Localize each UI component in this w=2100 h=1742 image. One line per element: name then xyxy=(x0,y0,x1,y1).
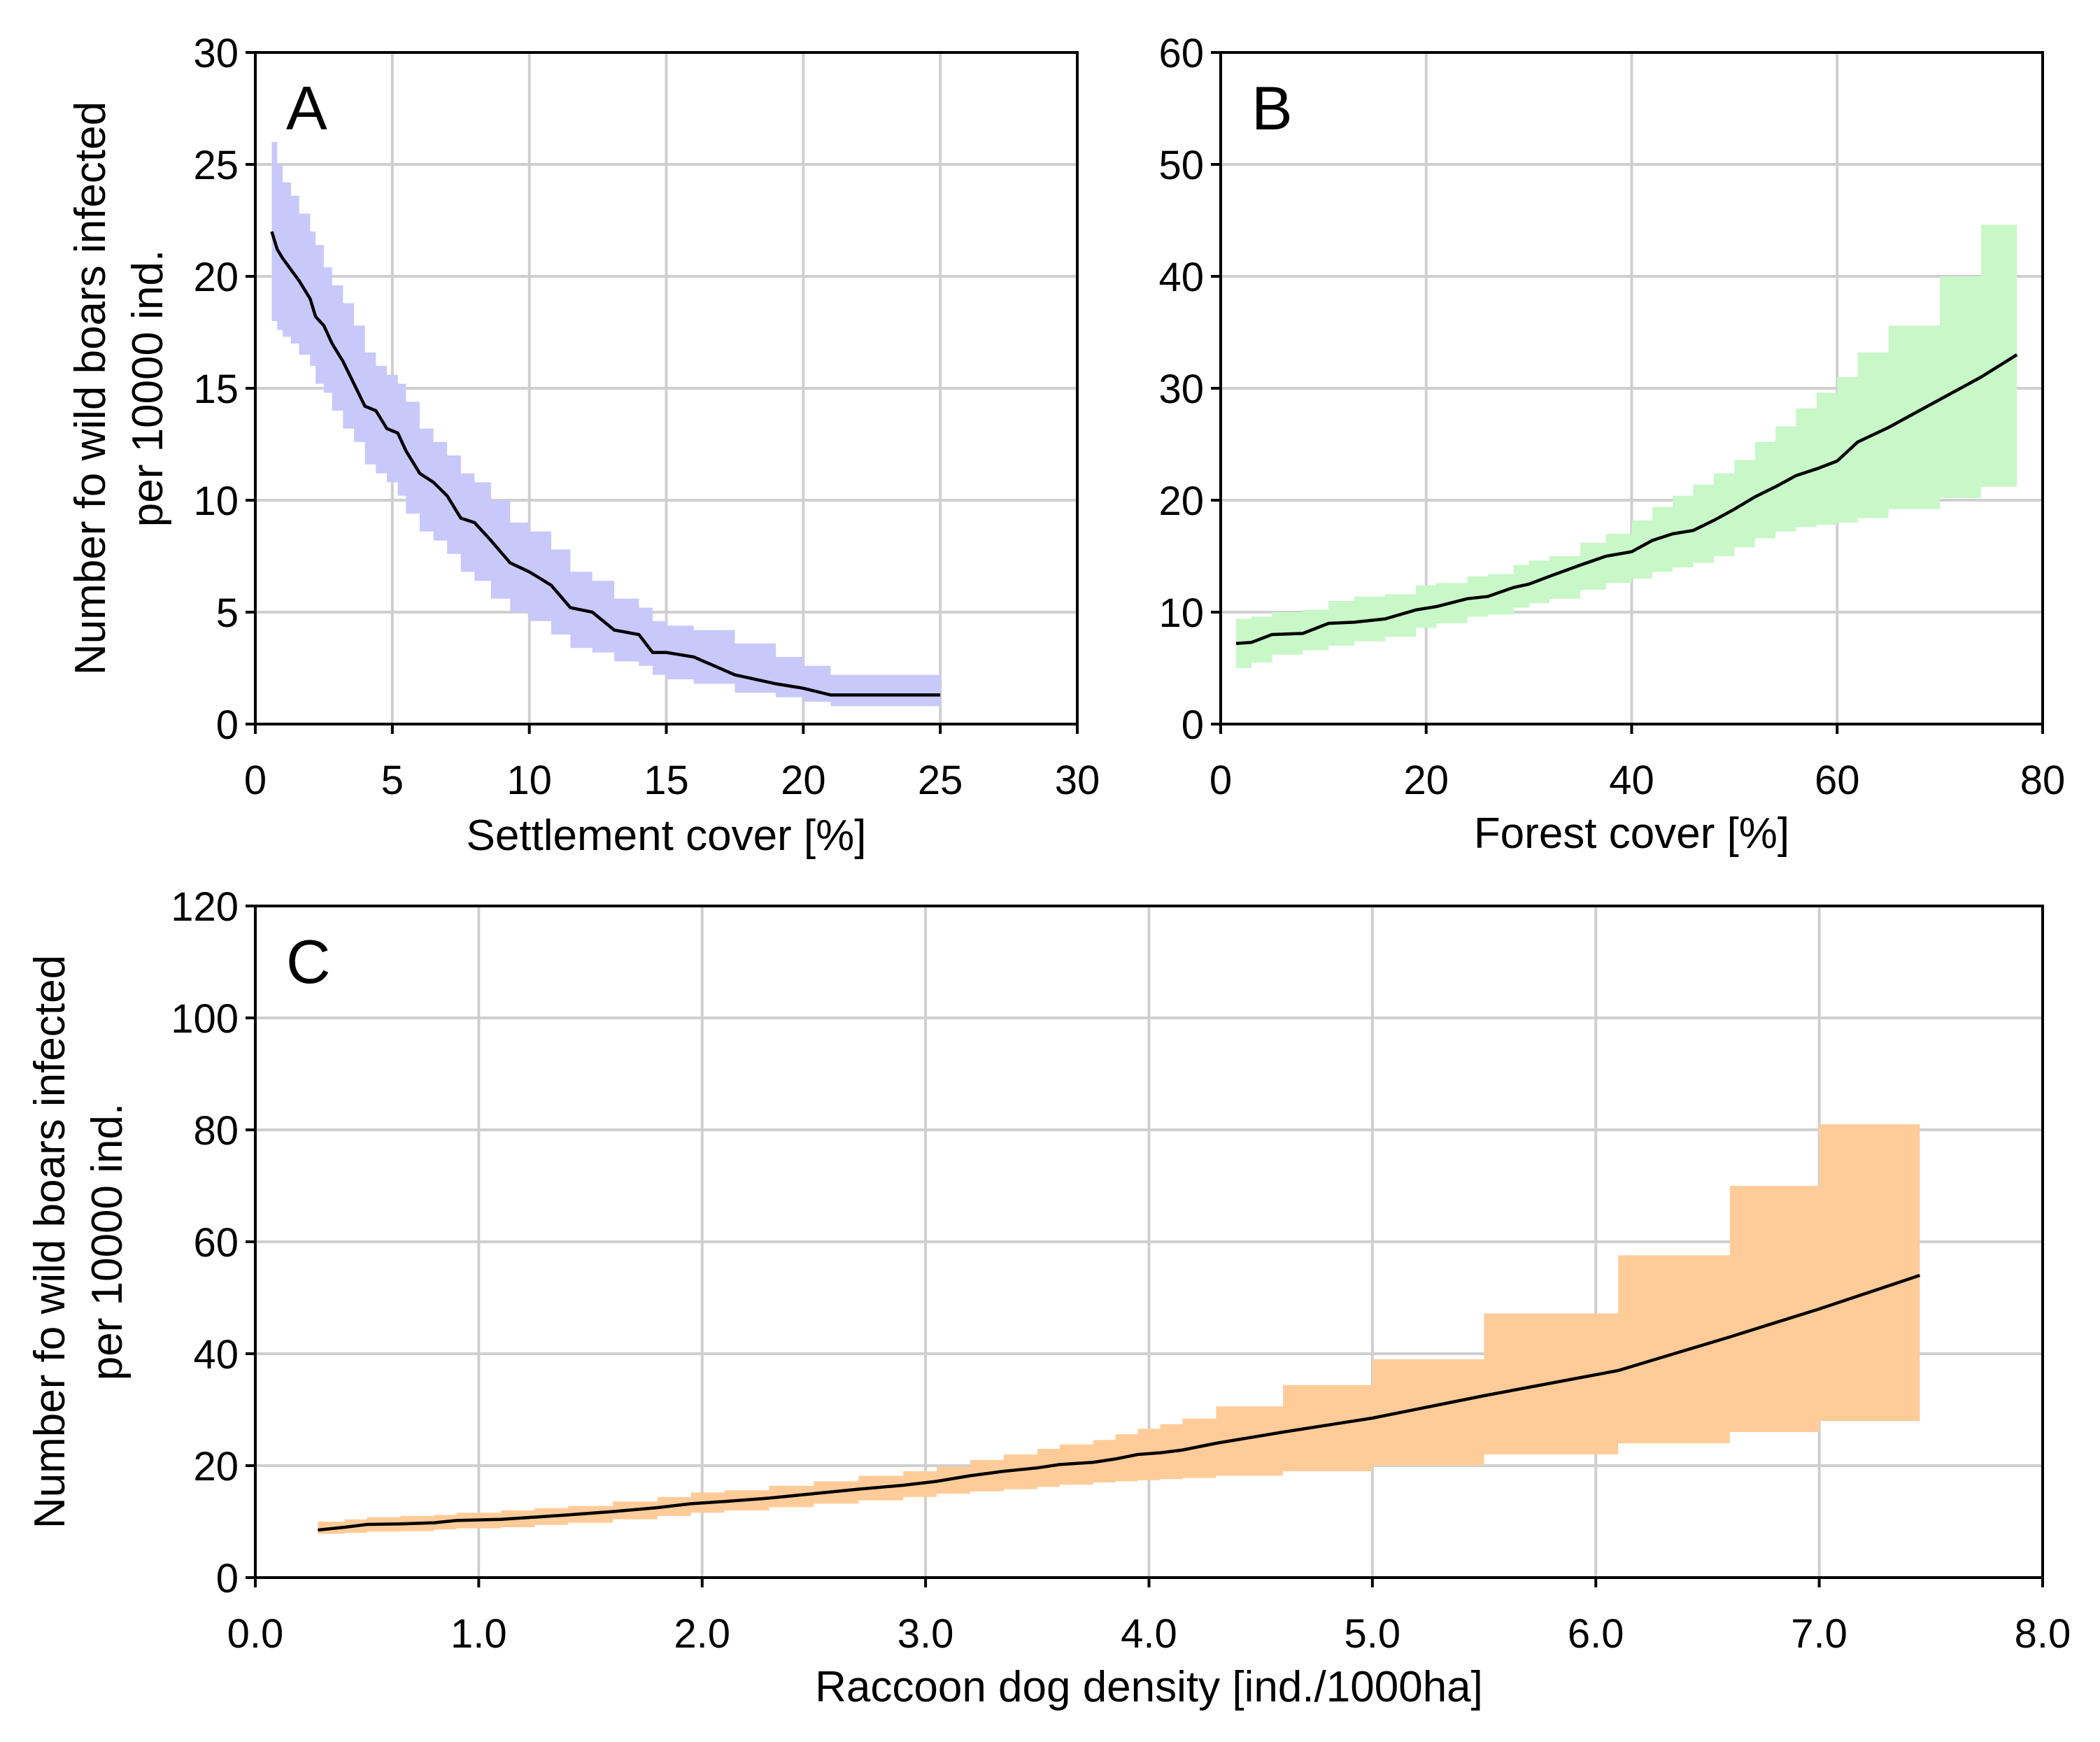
b-x-tick-label-1: 20 xyxy=(1403,758,1449,803)
a-panel-letter: A xyxy=(286,73,327,143)
c-x-tick-label-6: 6.0 xyxy=(1568,1611,1624,1657)
a-x-axis-label: Settlement cover [%] xyxy=(466,812,866,860)
a-x-tick-label-3: 15 xyxy=(644,758,689,803)
c-x-tick-label-0: 0.0 xyxy=(227,1611,284,1657)
a-y-tick-label-3: 15 xyxy=(193,367,239,412)
b-y-tick-label-5: 50 xyxy=(1158,143,1204,188)
c-y-tick-label-4: 80 xyxy=(193,1108,239,1154)
a-x-tick-label-4: 20 xyxy=(781,758,826,803)
b-confidence-band-0 xyxy=(1236,176,2017,668)
b-x-tick-label-2: 40 xyxy=(1609,758,1654,803)
a-y-tick-label-0: 0 xyxy=(216,702,239,748)
c-x-tick-label-4: 4.0 xyxy=(1121,1611,1177,1657)
a-x-tick-label-2: 10 xyxy=(506,758,552,803)
b-panel-letter: B xyxy=(1251,73,1293,143)
a-y-tick-label-6: 30 xyxy=(193,31,239,76)
b-y-tick-label-0: 0 xyxy=(1182,702,1204,748)
a-y-tick-label-4: 20 xyxy=(193,255,239,300)
b-y-tick-label-1: 10 xyxy=(1158,590,1204,636)
c-x-tick-label-1: 1.0 xyxy=(450,1611,507,1657)
a-mean-line-0 xyxy=(270,231,941,697)
c-y-tick-label-3: 60 xyxy=(193,1220,239,1266)
b-mean-line-0 xyxy=(1235,353,2018,646)
chart-panel-c: 0.0 1.0 2.0 3.0 4.0 5.0 6.0 7.0 8.0 0 20 40 60 80 100 1… xyxy=(26,884,2071,1711)
b-x-axis-label: Forest cover [%] xyxy=(1474,809,1789,858)
c-y-tick-label-6: 120 xyxy=(171,884,239,930)
c-x-tick-label-7: 7.0 xyxy=(1791,1611,1847,1657)
a-y-tick-label-2: 10 xyxy=(193,479,239,524)
c-y-tick-label-5: 100 xyxy=(171,996,239,1042)
b-y-tick-label-3: 30 xyxy=(1158,367,1204,412)
c-x-tick-label-5: 5.0 xyxy=(1345,1611,1401,1657)
a-y-tick-label-5: 25 xyxy=(193,143,239,188)
b-y-tick-label-2: 20 xyxy=(1158,479,1204,524)
c-y-tick-label-0: 0 xyxy=(216,1556,239,1601)
c-x-tick-label-3: 3.0 xyxy=(898,1611,954,1657)
c-x-tick-label-2: 2.0 xyxy=(674,1611,730,1657)
a-x-tick-label-6: 30 xyxy=(1055,758,1100,803)
b-x-tick-label-4: 80 xyxy=(2020,758,2066,803)
a-x-tick-label-1: 5 xyxy=(381,758,404,803)
c-y-axis-label-line-0: Number fo wild boars infected xyxy=(26,955,74,1529)
c-y-tick-label-2: 40 xyxy=(193,1332,239,1378)
c-x-axis-label: Raccoon dog density [ind./1000ha] xyxy=(815,1663,1483,1711)
b-x-tick-label-0: 0 xyxy=(1209,758,1232,803)
c-confidence-band-0 xyxy=(318,1040,1920,1534)
c-panel-letter: C xyxy=(286,927,331,996)
a-x-tick-label-5: 25 xyxy=(918,758,963,803)
b-x-tick-label-3: 60 xyxy=(1815,758,1860,803)
chart-panel-b: 0 20 40 60 80 0 10 20 30 40 50 60 B Forest cover [%] xyxy=(1158,31,2065,858)
a-y-axis-label-line-1: per 10000 ind. xyxy=(124,250,172,527)
a-y-axis-label-line-0: Number fo wild boars infected xyxy=(66,101,115,675)
a-confidence-band-0 xyxy=(271,142,941,718)
a-y-tick-label-1: 5 xyxy=(216,590,239,636)
chart-panel-a: 0 5 10 15 20 25 30 0 5 10 15 20 25 30 A Settlement cove… xyxy=(66,31,1100,860)
c-y-axis-label-line-1: per 10000 ind. xyxy=(83,1103,132,1380)
c-x-tick-label-8: 8.0 xyxy=(2015,1611,2071,1657)
b-y-tick-label-6: 60 xyxy=(1158,31,1204,76)
c-y-tick-label-1: 20 xyxy=(193,1444,239,1489)
a-x-tick-label-0: 0 xyxy=(244,758,267,803)
c-mean-line-0 xyxy=(318,1273,1921,1532)
b-y-tick-label-4: 40 xyxy=(1158,255,1204,300)
